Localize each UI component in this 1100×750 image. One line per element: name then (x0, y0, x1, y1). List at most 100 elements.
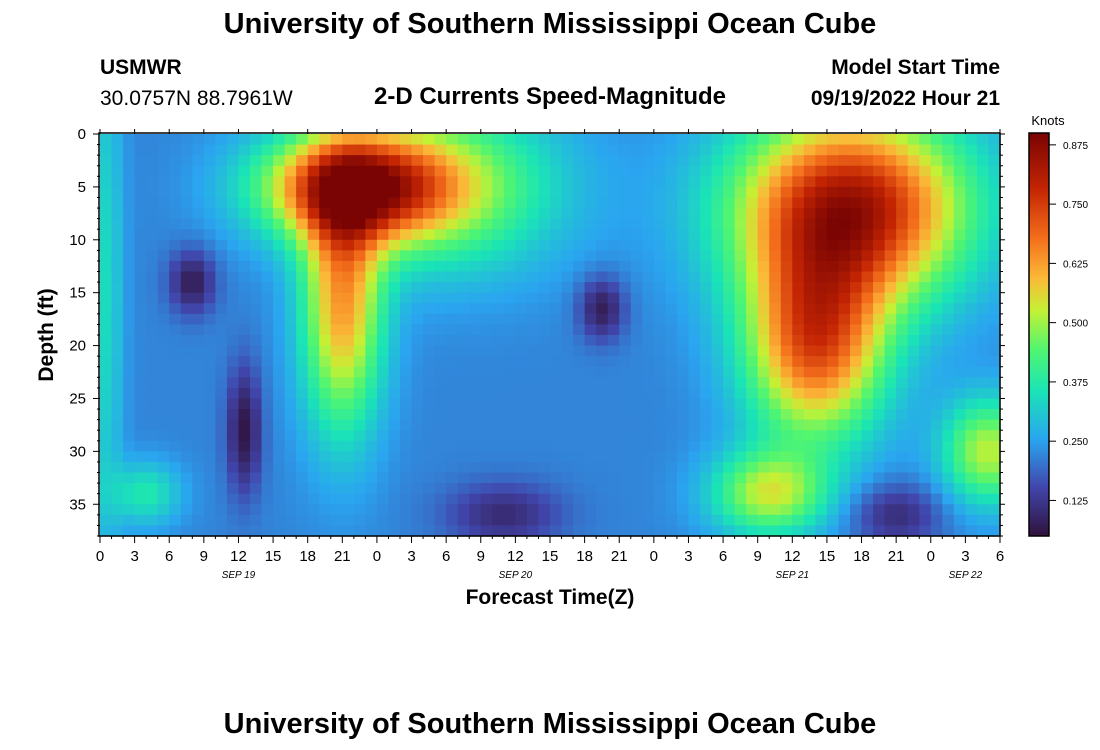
heatmap-cell (873, 483, 886, 495)
heatmap-cell (192, 165, 205, 177)
heatmap-cell (480, 345, 493, 357)
heatmap-cell (192, 144, 205, 156)
heatmap-cell (434, 504, 447, 516)
heatmap-cell (803, 356, 816, 368)
heatmap-cell (550, 208, 563, 220)
heatmap-cell (134, 409, 147, 421)
heatmap-cell (976, 239, 990, 251)
heatmap-cell (653, 165, 666, 177)
heatmap-cell (619, 313, 632, 326)
heatmap-cell (896, 419, 909, 431)
heatmap-cell (573, 483, 586, 495)
heatmap-cell (388, 493, 401, 505)
heatmap-cell (896, 377, 909, 389)
heatmap-cell (769, 271, 782, 283)
heatmap-cell (192, 409, 205, 421)
heatmap-cell (700, 430, 713, 442)
heatmap-cell (861, 409, 874, 421)
heatmap-cell (780, 493, 793, 505)
heatmap-cell (469, 345, 482, 357)
heatmap-cell (826, 514, 840, 527)
heatmap-cell (642, 472, 655, 484)
heatmap-cell (688, 430, 701, 442)
heatmap-cell (734, 356, 747, 368)
heatmap-cell (769, 335, 782, 347)
heatmap-cell (423, 229, 436, 241)
heatmap-cell (896, 483, 909, 495)
heatmap-cell (157, 313, 170, 326)
heatmap-cell (792, 514, 805, 527)
heatmap-cell (134, 250, 147, 262)
heatmap-cell (180, 377, 193, 389)
heatmap-cell (111, 260, 124, 273)
heatmap-cell (711, 292, 724, 304)
heatmap-cell (642, 409, 655, 421)
heatmap-cell (688, 451, 701, 463)
heatmap-cell (434, 461, 447, 474)
heatmap-cell (815, 472, 828, 484)
heatmap-cell (342, 313, 355, 326)
heatmap-cell (561, 324, 574, 336)
heatmap-cell (896, 461, 909, 474)
heatmap-cell (469, 525, 482, 537)
heatmap-cell (942, 271, 955, 283)
heatmap-cell (296, 260, 309, 273)
heatmap-cell (596, 387, 609, 400)
heatmap-cell (203, 525, 216, 537)
heatmap-cell (423, 451, 436, 463)
heatmap-cell (261, 345, 274, 357)
heatmap-cell (930, 366, 943, 378)
heatmap-cell (111, 165, 124, 177)
heatmap-cell (907, 493, 920, 505)
heatmap-cell (342, 514, 355, 527)
heatmap-cell (780, 229, 793, 241)
heatmap-cell (792, 134, 805, 146)
heatmap-cell (226, 493, 240, 505)
heatmap-cell (492, 208, 505, 220)
heatmap-cell (769, 134, 782, 146)
heatmap-cell (815, 525, 828, 537)
heatmap-cell (134, 282, 147, 294)
heatmap-cell (700, 504, 713, 516)
heatmap-cell (619, 335, 632, 347)
heatmap-cell (953, 398, 966, 410)
heatmap-cell (826, 451, 840, 463)
heatmap-cell (907, 345, 920, 357)
heatmap-cell (561, 260, 574, 273)
heatmap-cell (226, 250, 240, 262)
heatmap-cell (965, 472, 978, 484)
heatmap-cell (896, 229, 909, 241)
heatmap-cell (423, 345, 436, 357)
heatmap-cell (803, 366, 816, 378)
heatmap-cell (250, 440, 263, 452)
heatmap-cell (100, 461, 113, 474)
footer-title: University of Southern Mississippi Ocean… (223, 708, 877, 740)
heatmap-cell (503, 483, 516, 495)
heatmap-cell (561, 483, 574, 495)
heatmap-cell (642, 387, 655, 400)
heatmap-cell (769, 165, 782, 177)
heatmap-cell (492, 387, 505, 400)
heatmap-cell (180, 514, 193, 527)
heatmap-cell (238, 239, 251, 251)
heatmap-cell (665, 525, 678, 537)
heatmap-cell (111, 208, 124, 220)
heatmap-cell (169, 271, 182, 283)
heatmap-cell (619, 440, 632, 452)
heatmap-cell (353, 250, 366, 262)
heatmap-cell (526, 313, 540, 326)
heatmap-cell (296, 356, 309, 368)
heatmap-cell (192, 525, 205, 537)
heatmap-cell (676, 250, 690, 262)
heatmap-cell (307, 377, 320, 389)
heatmap-cell (434, 197, 447, 209)
heatmap-cell (503, 525, 516, 537)
heatmap-cell (238, 271, 251, 283)
heatmap-cell (746, 398, 759, 410)
heatmap-cell (976, 461, 990, 474)
heatmap-cell (711, 409, 724, 421)
heatmap-cell (873, 345, 886, 357)
heatmap-cell (226, 282, 240, 294)
heatmap-cell (365, 229, 378, 241)
heatmap-cell (284, 461, 297, 474)
